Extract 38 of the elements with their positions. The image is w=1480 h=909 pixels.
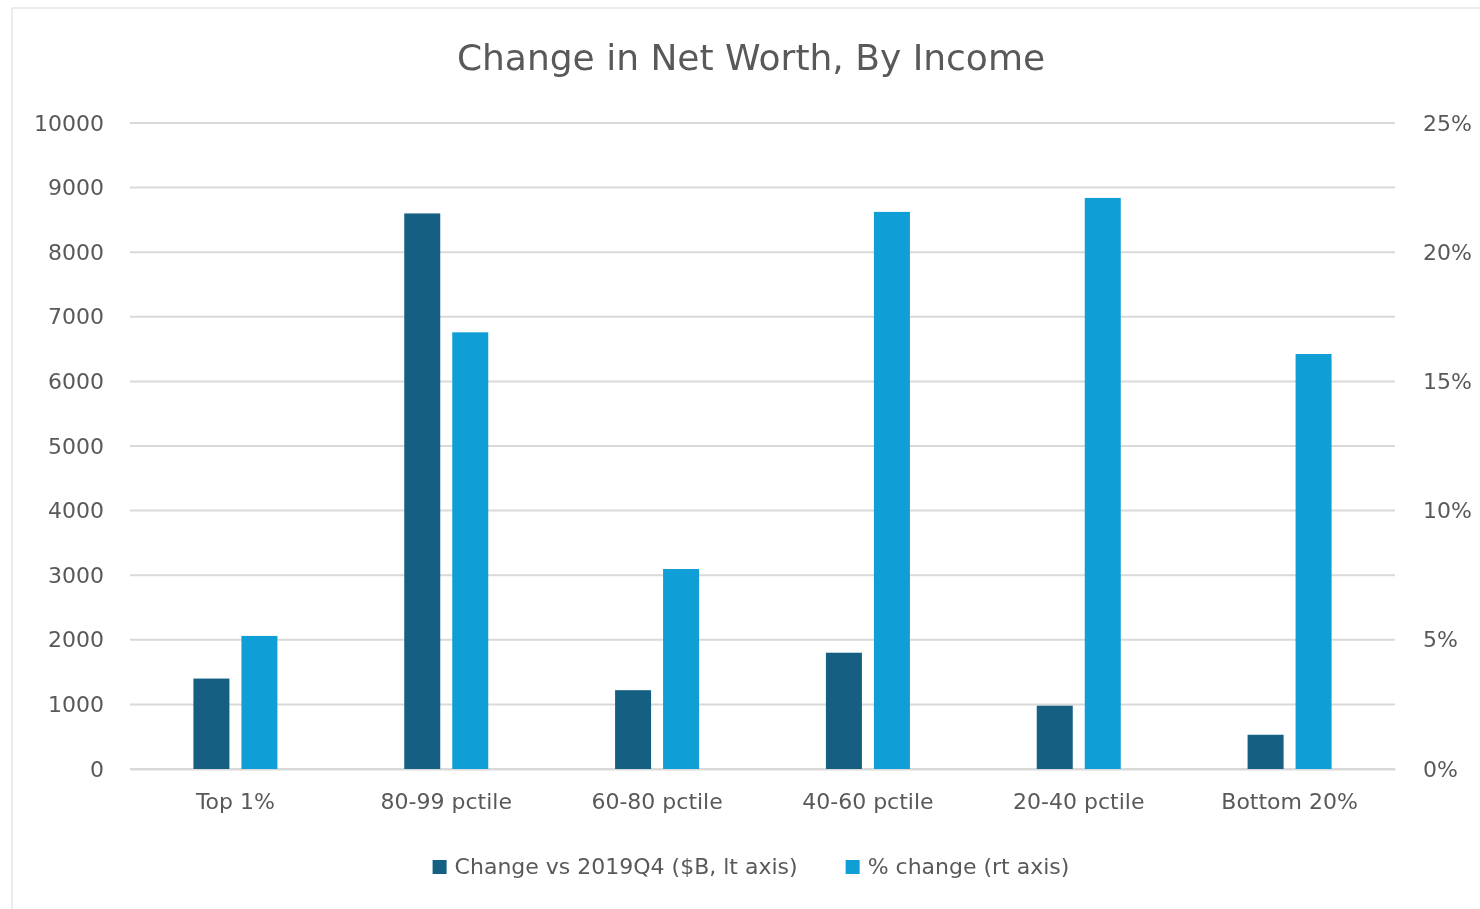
bar (1247, 734, 1284, 769)
bar (825, 652, 862, 769)
y2-tick-label: 5% (1423, 627, 1458, 653)
chart-title: Change in Net Worth, By Income (456, 37, 1046, 78)
x-tick-label: 60-80 pctile (591, 788, 723, 814)
bar (1295, 354, 1332, 769)
x-tick-label: 80-99 pctile (380, 788, 512, 814)
y-tick-label: 8000 (48, 239, 104, 265)
bar (452, 332, 489, 769)
y2-tick-label: 25% (1423, 110, 1472, 136)
legend-label: Change vs 2019Q4 ($B, lt axis) (454, 854, 798, 879)
y-tick-label: 0 (90, 756, 104, 782)
x-tick-label: Bottom 20% (1221, 788, 1358, 814)
bar (615, 690, 652, 769)
y2-tick-label: 0% (1423, 756, 1458, 782)
x-tick-label: 40-60 pctile (802, 788, 934, 814)
y-tick-label: 7000 (48, 304, 104, 330)
y2-tick-label: 15% (1423, 368, 1472, 394)
bar (1036, 705, 1073, 769)
y-tick-label: 1000 (48, 691, 104, 717)
bar (873, 211, 910, 769)
bar (193, 678, 230, 769)
y2-tick-label: 10% (1423, 498, 1472, 524)
bar (1084, 197, 1121, 769)
y2-tick-label: 20% (1423, 239, 1472, 265)
bar (404, 213, 441, 769)
legend-label: % change (rt axis) (867, 854, 1070, 879)
y-tick-label: 5000 (48, 433, 104, 459)
y-tick-label: 2000 (48, 627, 104, 653)
x-tick-label: 20-40 pctile (1013, 788, 1145, 814)
y-tick-label: 9000 (48, 175, 104, 201)
y-tick-label: 4000 (48, 498, 104, 524)
y-tick-label: 3000 (48, 562, 104, 588)
y-tick-label: 6000 (48, 368, 104, 394)
bar (663, 569, 700, 769)
x-tick-label: Top 1% (194, 788, 275, 814)
bar (241, 635, 278, 769)
y-tick-label: 10000 (34, 110, 104, 136)
